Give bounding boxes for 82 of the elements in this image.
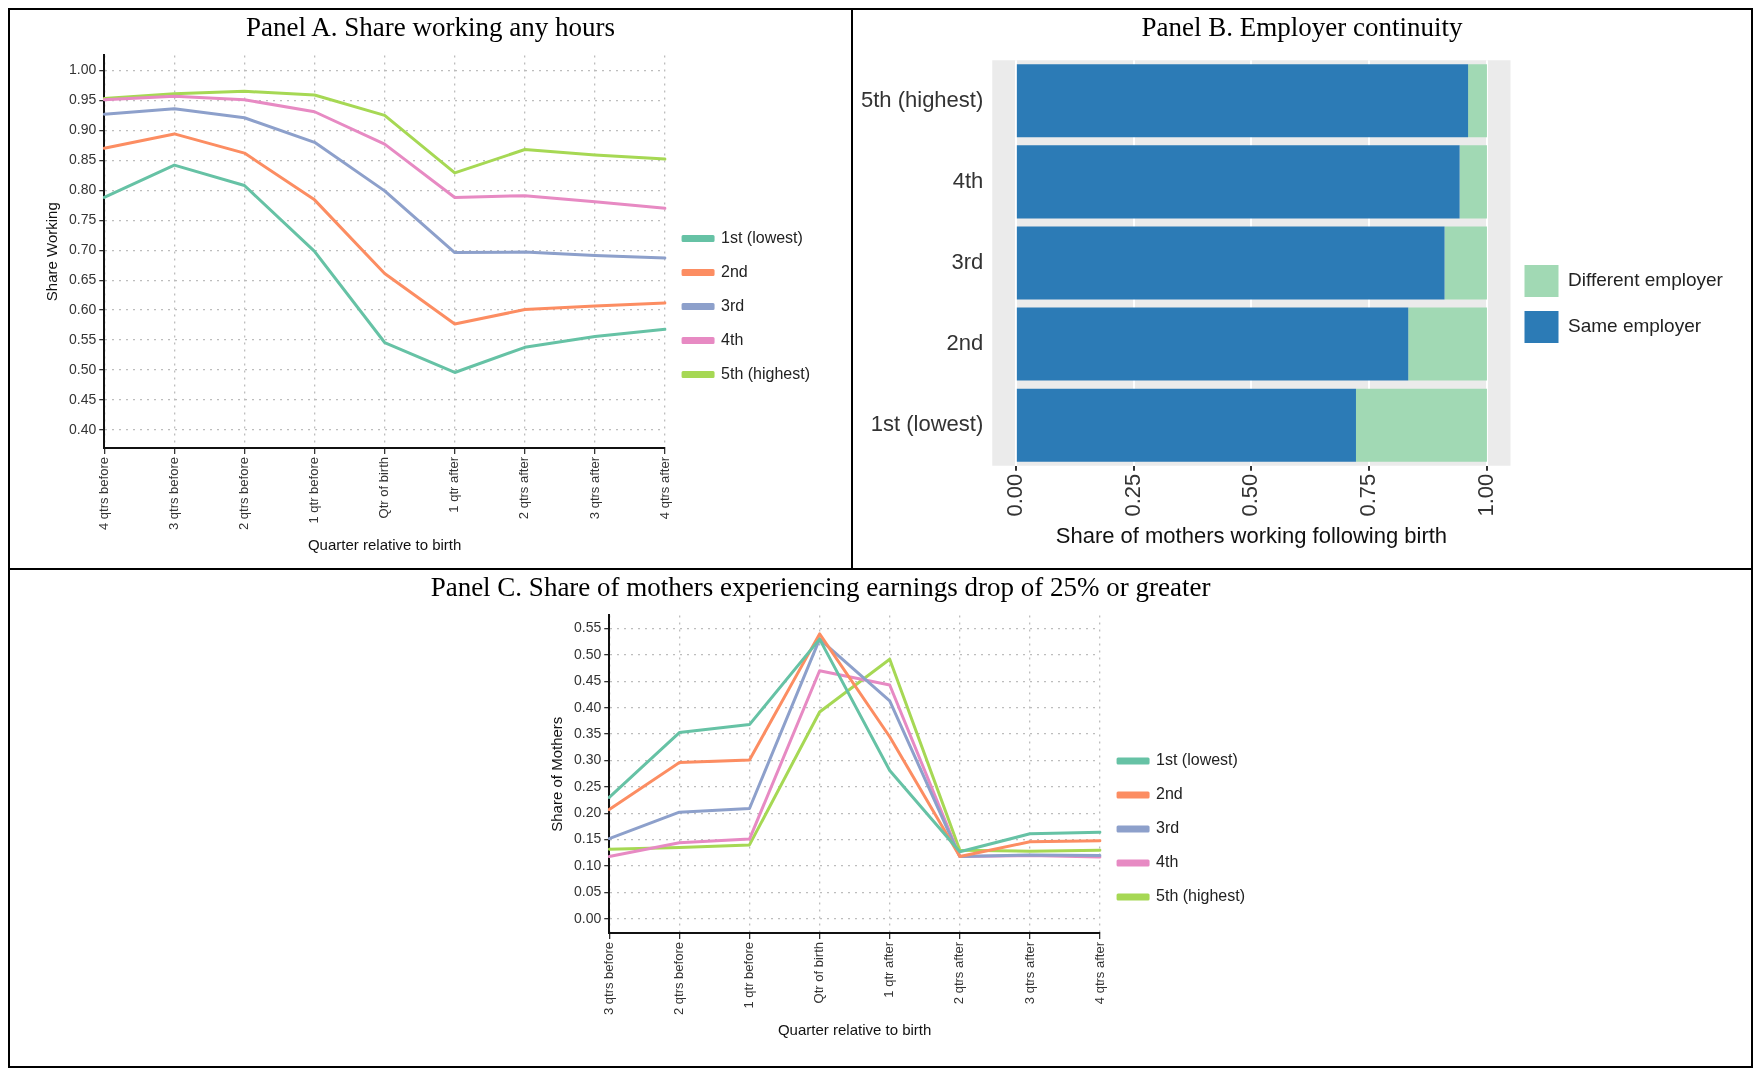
bar — [1444, 226, 1487, 300]
bar — [1016, 388, 1356, 462]
chart-title: Panel B. Employer continuity — [1140, 11, 1464, 44]
x-tick-label: 3 qtrs after — [586, 456, 602, 520]
bar — [1355, 388, 1487, 462]
legend-label: 1st (lowest) — [1156, 751, 1238, 769]
y-tick-label: 0.80 — [69, 181, 97, 198]
y-tick-label: 0.25 — [574, 777, 602, 794]
x-tick-label: 1 qtr before — [306, 457, 322, 524]
legend-label: 4th — [1156, 853, 1179, 871]
x-axis-title: Share of mothers working following birth — [1055, 522, 1448, 548]
y-axis-title: Share Working — [43, 202, 61, 302]
bar — [1016, 145, 1460, 219]
y-tick-label: 0.85 — [69, 151, 97, 168]
legend-label: Same employer — [1568, 315, 1702, 337]
y-tick-label: 0.05 — [574, 883, 602, 900]
y-tick-label: 5th (highest) — [860, 86, 984, 112]
x-tick-label: 0.75 — [1355, 473, 1381, 517]
y-tick-label: 0.60 — [69, 301, 97, 318]
x-tick-label: 2 qtrs after — [951, 941, 967, 1005]
y-tick-label: 0.70 — [69, 241, 97, 258]
bar — [1016, 307, 1409, 381]
legend-label: 3rd — [721, 296, 745, 314]
y-tick-label: 0.30 — [574, 751, 602, 768]
legend-label: Different employer — [1568, 269, 1724, 291]
y-tick-label: 0.40 — [69, 420, 97, 437]
legend-label: 2nd — [1156, 785, 1183, 803]
x-tick-label: 1.00 — [1473, 473, 1499, 517]
chart-title: Panel A. Share working any hours — [245, 11, 616, 44]
legend-label: 2nd — [721, 262, 748, 280]
x-tick-label: 3 qtrs before — [600, 942, 616, 1016]
y-tick-label: 0.95 — [69, 91, 97, 108]
legend-label: 5th (highest) — [1156, 887, 1245, 905]
bar — [1468, 64, 1487, 138]
x-tick-label: 0.25 — [1119, 473, 1145, 517]
x-tick-label: 4 qtrs before — [95, 457, 111, 531]
y-tick-label: 0.35 — [574, 724, 602, 741]
legend-label: 5th (highest) — [721, 364, 810, 382]
x-tick-label: 1 qtr before — [741, 942, 757, 1009]
y-tick-label: 0.50 — [69, 360, 97, 377]
x-tick-label: 2 qtrs before — [670, 942, 686, 1016]
chart-title: Panel C. Share of mothers experiencing earnings drop of 25% or greater — [429, 571, 1212, 604]
bar — [1408, 307, 1487, 381]
x-tick-label: 4 qtrs after — [656, 456, 672, 520]
x-tick-label: Qtr of birth — [811, 942, 827, 1004]
legend-label: 1st (lowest) — [721, 228, 803, 246]
x-axis-title: Quarter relative to birth — [307, 536, 462, 554]
y-tick-label: 0.00 — [574, 909, 602, 926]
y-tick-label: 0.45 — [69, 390, 97, 407]
y-tick-label: 0.65 — [69, 271, 97, 288]
legend-label: 4th — [721, 330, 744, 348]
y-axis-title: Share of Mothers — [548, 716, 566, 832]
y-tick-label: 0.55 — [69, 330, 97, 347]
y-tick-label: 0.90 — [69, 121, 97, 138]
y-tick-label: 3rd — [951, 249, 984, 275]
bar — [1459, 145, 1487, 219]
x-tick-label: 1 qtr after — [881, 941, 897, 998]
x-tick-label: 3 qtrs after — [1021, 941, 1037, 1005]
x-tick-label: 1 qtr after — [446, 456, 462, 513]
y-tick-label: 0.50 — [574, 645, 602, 662]
y-tick-label: 0.55 — [574, 619, 602, 636]
y-tick-label: 0.15 — [574, 830, 602, 847]
y-tick-label: 0.75 — [69, 211, 97, 228]
x-axis-title: Quarter relative to birth — [777, 1021, 932, 1039]
bar — [1016, 64, 1469, 138]
y-tick-label: 1.00 — [69, 61, 97, 78]
x-tick-label: 3 qtrs before — [165, 457, 181, 531]
y-tick-label: 0.40 — [574, 698, 602, 715]
x-tick-label: 2 qtrs before — [236, 457, 252, 531]
y-tick-label: 0.10 — [574, 856, 602, 873]
y-tick-label: 0.45 — [574, 672, 602, 689]
bar — [1016, 226, 1445, 300]
y-tick-label: 0.20 — [574, 804, 602, 821]
y-tick-label: 4th — [952, 167, 984, 193]
y-tick-label: 2nd — [946, 330, 984, 356]
x-tick-label: 0.00 — [1001, 473, 1027, 517]
legend-label: 3rd — [1156, 819, 1180, 837]
y-tick-label: 1st (lowest) — [870, 411, 984, 437]
x-tick-label: Qtr of birth — [376, 457, 392, 519]
x-tick-label: 4 qtrs after — [1091, 941, 1107, 1005]
x-tick-label: 0.50 — [1237, 473, 1263, 517]
x-tick-label: 2 qtrs after — [516, 456, 532, 520]
